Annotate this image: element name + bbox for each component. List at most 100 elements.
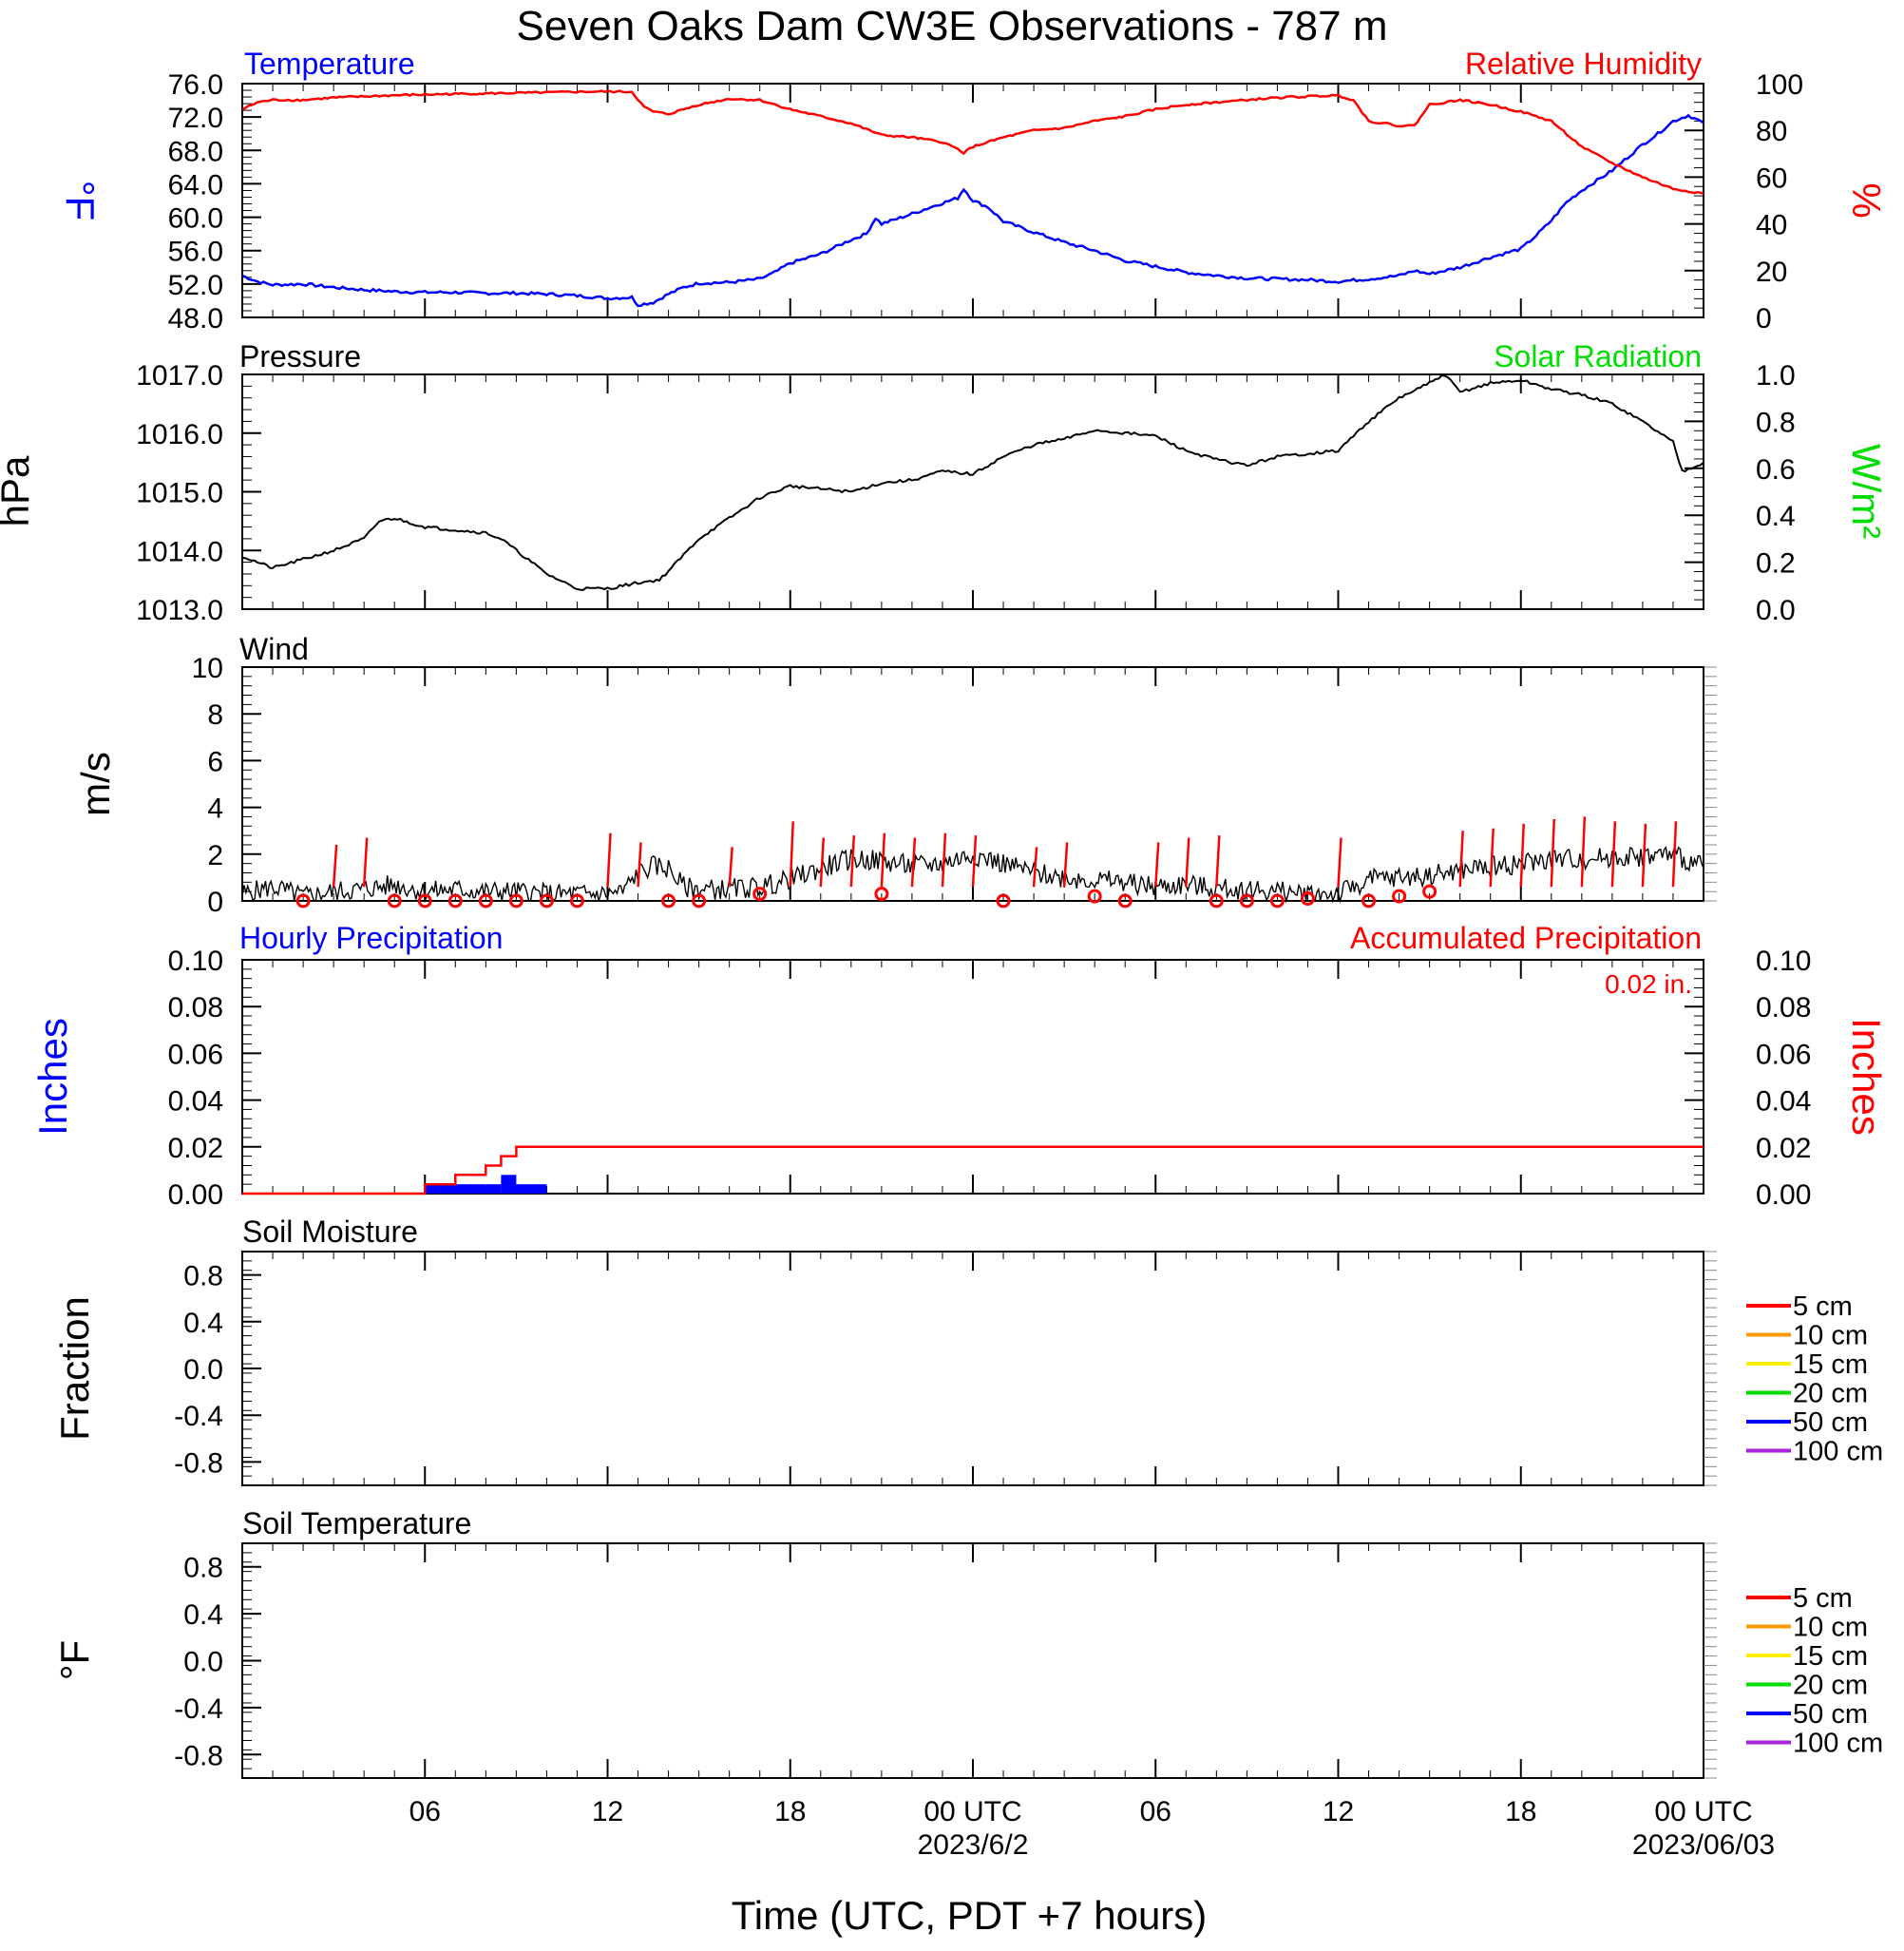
x-tick-label: 00 UTC bbox=[1654, 1796, 1752, 1827]
left-axis-ticks: 76.072.068.064.060.056.052.048.0 bbox=[168, 69, 261, 335]
wind-barb bbox=[1337, 837, 1342, 888]
wind-calm-circle bbox=[1209, 893, 1224, 909]
x-tick-label: 18 bbox=[774, 1796, 806, 1827]
y-tick-label: 0.04 bbox=[1756, 1086, 1811, 1118]
wind-calm-circle bbox=[478, 893, 493, 909]
y-tick-label: 52.0 bbox=[168, 270, 223, 301]
wind-barb bbox=[971, 835, 978, 888]
wind-calm-circle bbox=[1422, 884, 1438, 899]
x-tick-date-label: 2023/06/03 bbox=[1632, 1829, 1775, 1861]
y-axis-label-left: °F bbox=[58, 181, 103, 220]
y-tick-label: 40 bbox=[1756, 210, 1787, 241]
y-tick-label: 1014.0 bbox=[136, 536, 223, 567]
x-tick-label: 18 bbox=[1505, 1796, 1536, 1827]
y-tick-label: 0.4 bbox=[183, 1599, 223, 1631]
y-tick-label: 0.10 bbox=[168, 946, 223, 977]
wind-calm-circle bbox=[1239, 893, 1254, 909]
hourly-precip-bar bbox=[455, 1184, 486, 1194]
x-axis-label: Time (UTC, PDT +7 hours) bbox=[732, 1893, 1208, 1938]
wind-calm-circle bbox=[508, 893, 524, 909]
series-line-pressure bbox=[241, 373, 1704, 591]
wind-calm-circle bbox=[692, 893, 707, 909]
panel-title-hourly-precip: Hourly Precipitation bbox=[239, 921, 503, 955]
y-tick-label: 0.2 bbox=[1756, 548, 1796, 580]
y-tick-label: 0.0 bbox=[183, 1354, 223, 1386]
y-tick-label: 68.0 bbox=[168, 136, 223, 167]
y-tick-label: 60 bbox=[1756, 163, 1787, 194]
wind-barb bbox=[880, 832, 886, 888]
right-axis-ticks: 100 80 60 40 20 0 bbox=[1685, 69, 1803, 335]
wind-calm-circle bbox=[1117, 893, 1133, 909]
legend-label: 5 cm bbox=[1793, 1583, 1853, 1614]
wind-calm-circle bbox=[417, 893, 432, 909]
y-tick-label: -0.8 bbox=[174, 1447, 223, 1479]
accumulated-total-label: 0.02 in. bbox=[1605, 969, 1692, 999]
wind-barb bbox=[606, 832, 612, 888]
wind-barb bbox=[1458, 831, 1464, 888]
y-tick-label: 80 bbox=[1756, 116, 1787, 147]
wind-barb bbox=[1032, 847, 1038, 888]
wind-barb bbox=[637, 842, 642, 888]
legend-label: 100 cm bbox=[1793, 1437, 1883, 1467]
y-tick-label: 10 bbox=[192, 653, 223, 684]
y-tick-label: 0.00 bbox=[168, 1179, 223, 1211]
series-line-accumulated bbox=[242, 1145, 1704, 1195]
series-line-humidity bbox=[241, 89, 1704, 195]
wind-barb bbox=[332, 844, 338, 888]
y-tick-label: 0.8 bbox=[1756, 407, 1796, 438]
wind-calm-circle bbox=[996, 893, 1011, 909]
y-tick-label: -0.8 bbox=[174, 1740, 223, 1771]
wind-calm-circle bbox=[752, 887, 768, 902]
left-axis-ticks: 1017.0 1016.0 1015.0 1014.0 1013.0 bbox=[136, 360, 261, 626]
wind-calm-circle bbox=[295, 893, 311, 909]
legend-label: 10 cm bbox=[1793, 1613, 1868, 1643]
x-tick-date-label: 2023/6/2 bbox=[918, 1829, 1029, 1861]
wind-barb bbox=[1185, 837, 1190, 888]
y-axis-label-left: °F bbox=[52, 1640, 97, 1680]
panel-title-wind: Wind bbox=[239, 632, 309, 666]
wind-barb bbox=[1610, 821, 1617, 888]
legend-label: 100 cm bbox=[1793, 1729, 1883, 1759]
wind-barb bbox=[1519, 823, 1525, 888]
legend-label: 15 cm bbox=[1793, 1641, 1868, 1672]
y-axis-label-right: W/m² bbox=[1844, 444, 1889, 539]
wind-calm-circle bbox=[1269, 893, 1285, 909]
y-tick-label: 64.0 bbox=[168, 169, 223, 201]
y-axis-label-left: hPa bbox=[0, 455, 37, 526]
panel-title-soil-moisture: Soil Moisture bbox=[242, 1215, 418, 1249]
y-tick-label: 0.4 bbox=[183, 1308, 223, 1339]
x-tick-label: 00 UTC bbox=[923, 1796, 1021, 1827]
legend-label: 20 cm bbox=[1793, 1671, 1868, 1701]
series-line-temperature bbox=[241, 113, 1704, 308]
left-axis-ticks: 10 8 6 4 2 0 bbox=[192, 653, 261, 918]
y-axis-label-left: m/s bbox=[73, 752, 118, 816]
wind-calm-circle bbox=[447, 893, 463, 909]
hourly-precip-bar bbox=[516, 1184, 547, 1194]
y-tick-label: 72.0 bbox=[168, 103, 223, 134]
y-tick-label: 6 bbox=[207, 746, 223, 777]
legend-label: 20 cm bbox=[1793, 1379, 1868, 1409]
y-tick-label: 1015.0 bbox=[136, 478, 223, 509]
x-tick-label: 06 bbox=[1140, 1796, 1171, 1827]
y-tick-label: 0.6 bbox=[1756, 454, 1796, 486]
panel-title-soil-temperature: Soil Temperature bbox=[242, 1506, 471, 1540]
y-tick-label: 0.02 bbox=[168, 1133, 223, 1164]
wind-barb bbox=[1641, 823, 1647, 888]
wind-calm-circle bbox=[569, 893, 584, 909]
y-axis-label-right: % bbox=[1844, 182, 1889, 218]
y-tick-label: 1016.0 bbox=[136, 419, 223, 450]
panel-title-temperature: Temperature bbox=[244, 47, 415, 81]
wind-barb bbox=[819, 837, 826, 888]
wind-calm-circle bbox=[1392, 889, 1407, 904]
y-tick-label: 0.00 bbox=[1756, 1179, 1811, 1211]
wind-barb bbox=[849, 835, 856, 888]
y-tick-label: 60.0 bbox=[168, 203, 223, 235]
x-axis-ticks bbox=[272, 374, 1704, 609]
wind-barb bbox=[728, 847, 733, 888]
wind-barb bbox=[789, 821, 794, 888]
figure-title: Seven Oaks Dam CW3E Observations - 787 m bbox=[517, 3, 1388, 49]
legend-label: 10 cm bbox=[1793, 1321, 1868, 1351]
y-tick-label: 1013.0 bbox=[136, 595, 223, 626]
y-tick-label: 48.0 bbox=[168, 303, 223, 335]
